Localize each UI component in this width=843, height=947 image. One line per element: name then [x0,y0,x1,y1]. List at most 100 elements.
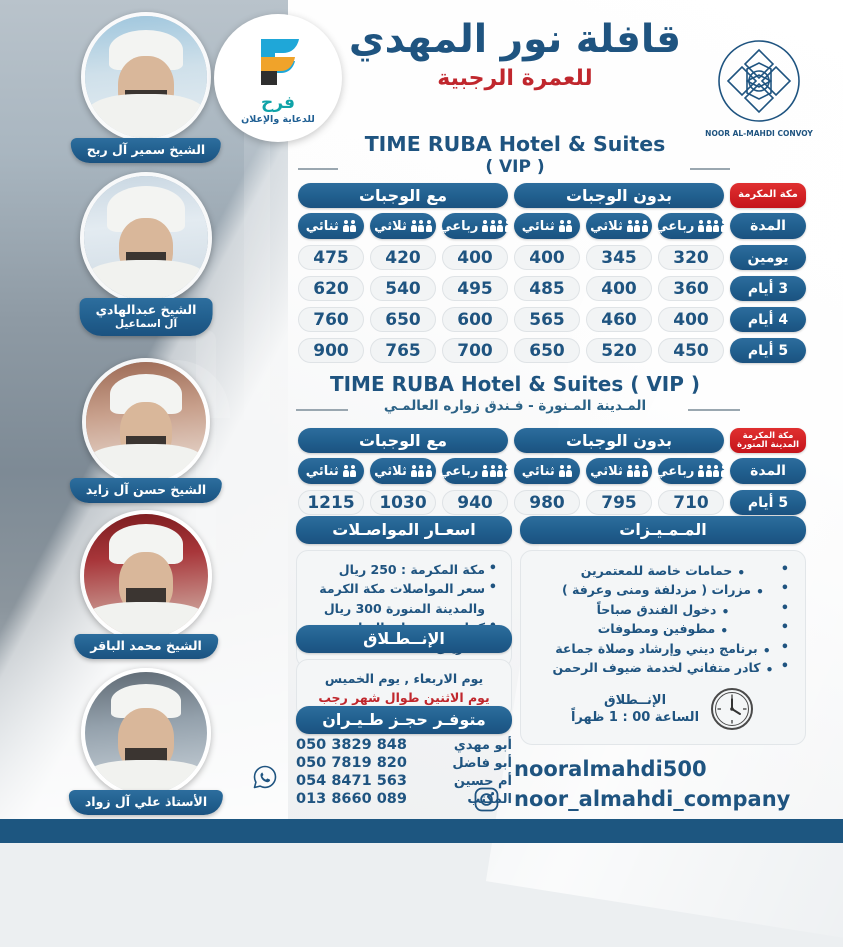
row-duration: 3 أيام [730,276,806,301]
price-cell: 360 [658,276,724,301]
departure-header: الإنــطـلاق [296,625,512,653]
social-handles: nooralmahdi500 noor_almahdi_company [514,755,790,815]
price-cell: 520 [586,338,652,363]
madinah-hotel-name: TIME RUBA Hotel & Suites ( VIP ) [329,372,701,396]
two-person-icon [342,465,357,477]
table-row: 5 أيام 710 795 980 940 1030 1215 [296,490,806,515]
price-cell: 485 [514,276,580,301]
speaker-nameplate: الشيخ محمد الباقر [74,634,218,659]
group-header-with-meals: مع الوجبات [298,183,508,208]
two-person-icon [558,465,573,477]
avatar [81,12,211,142]
three-person-icon [626,465,648,477]
svg-text:NOOR AL-MAHDI CONVOY: NOOR AL-MAHDI CONVOY [705,129,813,138]
contact-number[interactable]: 013 8660 089 [296,791,407,807]
price-cell: 710 [658,490,724,515]
price-cell: 450 [658,338,724,363]
speaker-nameplate: الشيخ حسن آل زايد [69,478,223,503]
col-header-quad: رباعي [439,213,511,239]
avatar [80,510,212,642]
features-departure-time: الإنــطلاق الساعة 00 : 1 ظهراً [537,686,789,732]
features-panel: المـمـيـزات • حمامات خاصة للمعتمرين • مز… [520,516,806,746]
divider [690,168,730,170]
social-handle-snapchat[interactable]: nooralmahdi500 [514,757,707,781]
list-item: مكة المكرمة : 250 ريال [311,559,497,580]
contact-row: المكتب 013 8660 089 [296,791,512,807]
contact-number[interactable]: 050 3829 848 [296,737,407,753]
price-cell: 980 [514,490,580,515]
price-cell: 650 [514,338,580,363]
col-header-double: ثنائي [298,213,364,239]
agency-tagline: للدعاية والإعلان [241,114,315,125]
instagram-icon[interactable] [473,786,500,813]
avatar [80,172,212,304]
speaker-name: الشيخ عبدالهادي [95,302,197,317]
speaker-name: الشيخ محمد الباقر [90,638,202,653]
contact-name: أبو فاضل [452,755,512,771]
price-cell: 900 [298,338,364,363]
divider [298,168,338,170]
three-person-icon [410,465,432,477]
flight-panel: متوفـر حجـز طـيـران [296,706,512,734]
hotel-name: TIME RUBA Hotel & Suites [364,132,666,156]
departure-label: الإنــطلاق [603,692,667,708]
divider [296,409,348,411]
col-header-quad: رباعي [439,458,511,484]
group-header-with-meals: مع الوجبات [298,428,508,453]
list-item: • برنامج ديني وإرشاد وصلاة جماعة [537,637,789,658]
list-item: سعر المواصلات مكة الكرمة والمدينة المنور… [311,578,497,618]
price-cell: 1215 [298,490,364,515]
speaker-name: الشيخ سمير آل ربح [86,142,206,157]
price-cell: 420 [370,245,436,270]
price-cell: 760 [298,307,364,332]
contact-row: أبو فاضل 050 7819 820 [296,755,512,771]
bottom-bar [0,819,843,843]
speaker-nameplate: الأستاذ علي آل زواد [68,790,224,815]
col-header-triple: ثلاثي [370,458,436,484]
price-cell: 495 [442,276,508,301]
list-item: • مطوفين ومطوفات [537,618,789,639]
four-person-icon [482,220,511,232]
contact-number[interactable]: 054 8471 563 [296,773,407,789]
departure-time: الساعة 00 : 1 ظهراً [570,710,700,726]
list-item: • حمامات خاصة للمعتمرين [537,560,789,581]
price-cell: 1030 [370,490,436,515]
speaker-name: الأستاذ علي آل زواد [84,794,208,809]
speaker-card: الشيخ عبدالهادي آل اسماعيل [0,172,292,347]
page-subtitle: للعمرة الرجبية [437,65,593,91]
price-cell: 700 [442,338,508,363]
whatsapp-icon[interactable] [252,764,278,790]
row-duration: 4 أيام [730,307,806,332]
speaker-card: الشيخ سمير آل ربح [0,6,292,166]
four-person-icon [698,465,727,477]
price-cell: 795 [586,490,652,515]
transport-header: اسعـار المواصـلات [296,516,512,544]
row-duration: 5 أيام [730,490,806,515]
three-person-icon [410,220,432,232]
price-cell: 400 [514,245,580,270]
duration-header: المدة [730,458,806,484]
list-item: • كادر متفاني لخدمة ضيوف الرحمن [537,657,789,678]
price-cell: 475 [298,245,364,270]
row-duration: يومين [730,245,806,270]
convoy-logo: NOOR AL-MAHDI CONVOY [700,22,818,140]
col-header-quad: رباعي [655,458,727,484]
divider [688,409,740,411]
price-cell: 650 [370,307,436,332]
price-cell: 400 [586,276,652,301]
table-row: 3 أيام 360 400 485 495 540 620 [296,276,806,301]
contact-name: أبو مهدي [453,737,512,753]
table-row: 4 أيام 400 460 565 600 650 760 [296,307,806,332]
city-badge: مكة المكرمة [730,183,806,208]
contact-number[interactable]: 050 7819 820 [296,755,407,771]
background-minaret [244,120,270,420]
price-cell: 540 [370,276,436,301]
speakers-column: الشيخ سمير آل ربح الشيخ عبدالهادي آل اسم… [0,0,292,843]
duration-header: المدة [730,213,806,239]
speaker-nameplate: الشيخ عبدالهادي آل اسماعيل [79,298,213,336]
col-header-triple: ثلاثي [586,213,652,239]
speaker-name-sub: آل اسماعيل [114,317,178,330]
makkah-price-table: مكة المكرمة بدون الوجبات مع الوجبات المد… [296,183,806,363]
social-handle-instagram[interactable]: noor_almahdi_company [514,786,791,811]
table-row: 5 أيام 450 520 650 700 765 900 [296,338,806,363]
